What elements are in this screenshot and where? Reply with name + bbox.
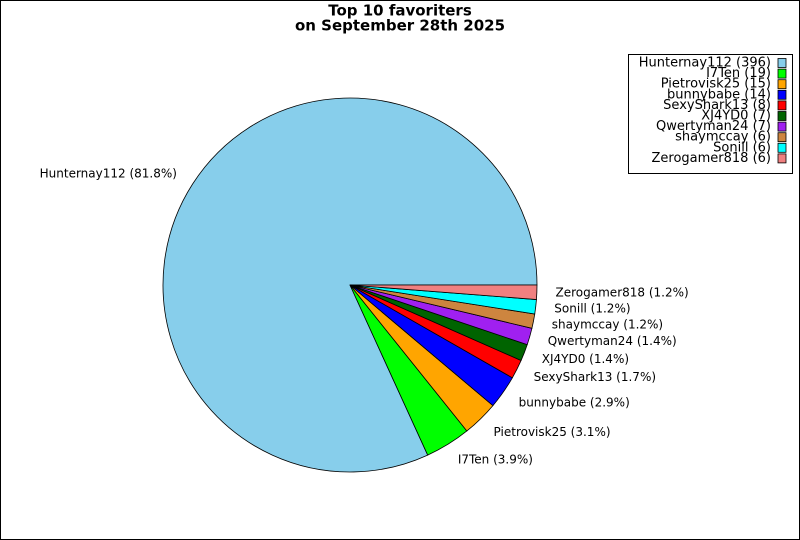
legend-label: bunnybabe (14) [667,87,771,102]
slice-label: Pietrovisk25 (3.1%) [494,425,611,439]
legend-swatch [777,100,787,111]
slice-label: Zerogamer818 (1.2%) [556,286,689,300]
slice-label: Qwertyman24 (1.4%) [548,334,677,348]
legend-box [628,54,793,174]
chart-title: Top 10 favoriters [328,2,472,20]
legend-swatch [777,132,787,143]
slice-label: I7Ten (3.9%) [458,453,533,467]
legend-label: SexyShark13 (8) [663,98,771,113]
chart-subtitle: on September 28th 2025 [295,17,505,35]
legend-swatch [777,121,787,132]
legend-swatch [777,79,787,90]
legend-label: Hunternay112 (396) [639,56,771,71]
legend-label: XJ4YD0 (7) [701,109,771,124]
legend-label: shaymccay (6) [675,130,771,145]
legend-swatch [777,89,787,100]
pie-slice [349,284,538,300]
slice-label: shaymccay (1.2%) [552,317,663,331]
legend-swatch [777,142,787,153]
legend-swatch [777,58,787,68]
slice-label: bunnybabe (2.9%) [519,395,630,409]
legend-swatch [777,68,787,79]
slice-label: Hunternay112 (81.8%) [40,166,177,180]
legend-label: Sonill (6) [713,140,771,155]
legend-label: I7Ten (19) [706,66,771,81]
legend-label: Zerogamer818 (6) [651,151,771,166]
legend-label: Pietrovisk25 (15) [661,77,771,92]
slice-label: XJ4YD0 (1.4%) [542,352,629,366]
legend-swatch [777,111,787,121]
slice-label: Sonill (1.2%) [554,301,630,315]
legend-label: Qwertyman24 (7) [656,119,771,134]
slice-label: SexyShark13 (1.7%) [534,370,656,384]
legend-swatch [777,153,787,164]
